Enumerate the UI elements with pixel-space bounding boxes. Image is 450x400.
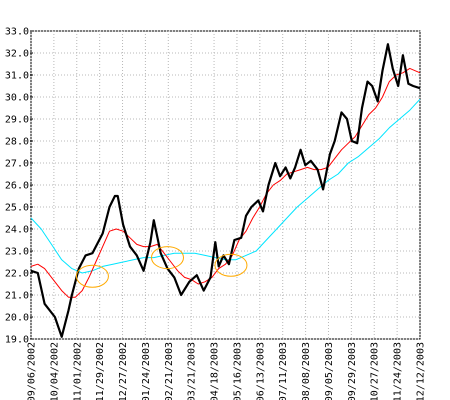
x-tick-label: 03/21/2003 <box>187 342 198 400</box>
y-tick-label: 27.0 <box>5 159 29 170</box>
x-tick-label: 12/27/2002 <box>118 342 129 400</box>
x-tick-label: 10/04/2002 <box>49 342 60 400</box>
x-axis-tick-labels: 09/06/2002 10/04/2002 11/01/2002 11/29/2002… <box>27 342 427 400</box>
y-tick-label: 30.0 <box>5 93 29 104</box>
y-tick-label: 23.0 <box>5 247 29 258</box>
x-tick-label: 01/24/2003 <box>141 342 152 400</box>
series-lines <box>30 43 421 338</box>
x-tick-label: 12/12/2003 <box>416 342 427 400</box>
x-tick-label: 08/08/2003 <box>301 342 312 400</box>
y-tick-label: 24.0 <box>5 225 29 236</box>
grid <box>30 30 421 340</box>
y-tick-label: 22.0 <box>5 269 29 280</box>
x-tick-label: 05/16/2003 <box>232 342 243 400</box>
x-tick-label: 09/06/2002 <box>27 342 38 400</box>
x-tick-label: 02/21/2003 <box>164 342 175 400</box>
x-tick-label: 11/24/2003 <box>393 342 404 400</box>
x-tick-label: 04/18/2003 <box>210 342 221 400</box>
series-line-0 <box>30 43 421 338</box>
x-tick-label: 09/29/2003 <box>347 342 358 400</box>
annotation-ellipse <box>150 246 184 270</box>
x-tick-label: 10/27/2003 <box>370 342 381 400</box>
y-tick-label: 31.0 <box>5 71 29 82</box>
annotation-ellipses <box>75 246 248 288</box>
annotation-ellipse <box>214 253 248 277</box>
y-tick-label: 26.0 <box>5 181 29 192</box>
y-tick-label: 32.0 <box>5 49 29 60</box>
x-tick-label: 06/13/2003 <box>255 342 266 400</box>
x-tick-label: 11/29/2002 <box>95 342 106 400</box>
y-tick-label: 19.0 <box>5 335 29 346</box>
x-tick-label: 09/05/2003 <box>324 342 335 400</box>
y-axis-tick-labels: 19.0 20.0 21.0 22.0 23.0 24.0 25.0 26.0 27.0 28.0… <box>5 27 33 346</box>
annotation-ellipse <box>75 264 109 288</box>
y-tick-label: 28.0 <box>5 137 29 148</box>
series-line-1 <box>30 67 421 298</box>
y-tick-label: 21.0 <box>5 291 29 302</box>
y-tick-label: 29.0 <box>5 115 29 126</box>
x-tick-label: 07/11/2003 <box>278 342 289 400</box>
x-tick-label: 11/01/2002 <box>72 342 83 400</box>
y-tick-label: 20.0 <box>5 313 29 324</box>
y-tick-label: 25.0 <box>5 203 29 214</box>
y-tick-label: 33.0 <box>5 27 29 38</box>
